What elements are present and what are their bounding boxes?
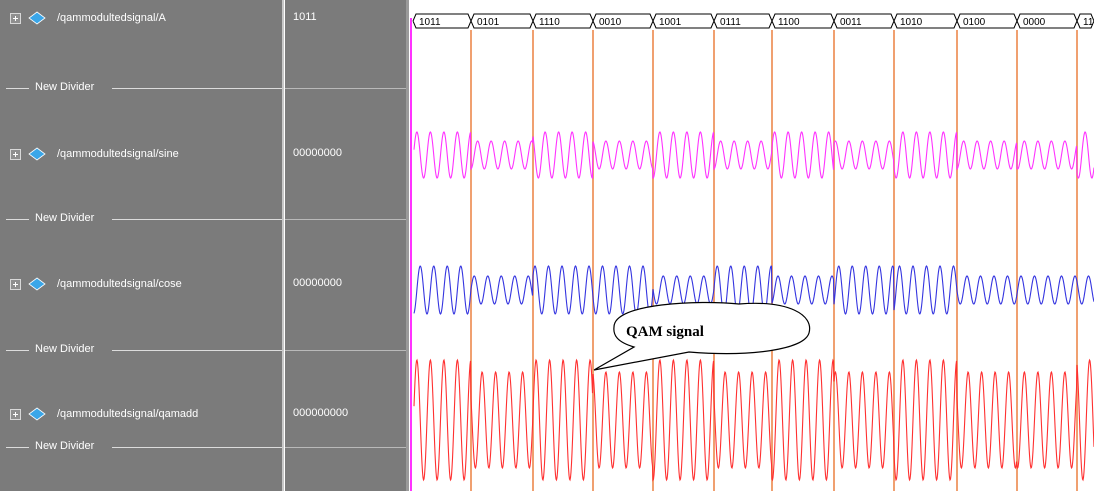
divider-label: New Divider xyxy=(35,212,95,224)
waveform-canvas[interactable]: 1011 0101 1110 0010 1001 0111 1100 0011 1010 0100… xyxy=(409,0,1094,491)
signal-name: /qammodultedsignal/cose xyxy=(57,278,182,290)
bus-value-label: 1001 xyxy=(659,17,682,28)
signal-diamond-icon xyxy=(28,407,46,421)
divider-line xyxy=(112,219,282,220)
divider-label: New Divider xyxy=(35,81,95,93)
divider-row[interactable]: New Divider xyxy=(0,81,282,94)
callout-text: QAM signal xyxy=(626,324,704,340)
expand-icon[interactable] xyxy=(10,278,21,290)
row-separator xyxy=(285,88,406,89)
divider-line xyxy=(6,447,29,448)
divider-line xyxy=(112,88,282,89)
divider-line xyxy=(6,219,29,220)
divider-label: New Divider xyxy=(35,343,95,355)
divider-label: New Divider xyxy=(35,440,95,452)
signal-diamond-icon xyxy=(28,11,46,25)
bus-value-label: 1100 xyxy=(778,17,800,28)
divider-row[interactable]: New Divider xyxy=(0,343,282,356)
divider-line xyxy=(6,350,29,351)
expand-icon[interactable] xyxy=(10,148,21,160)
row-separator xyxy=(285,350,406,351)
bus-value-label: 0101 xyxy=(477,17,500,28)
signal-diamond-icon xyxy=(28,277,46,291)
cose-waveform xyxy=(413,265,1094,315)
signal-value: 00000000 xyxy=(293,277,342,289)
bus-value-label: 0000 xyxy=(1023,17,1046,28)
bus-value-label: 0010 xyxy=(599,17,622,28)
signal-row-a[interactable]: /qammodultedsignal/A xyxy=(10,9,166,27)
signal-name: /qammodultedsignal/sine xyxy=(57,148,179,160)
bus-value-label: 0111 xyxy=(720,17,741,28)
expand-icon[interactable] xyxy=(10,408,21,420)
waveform-pane[interactable]: 1011 0101 1110 0010 1001 0111 1100 0011 1010 0100… xyxy=(409,0,1094,491)
row-separator xyxy=(285,447,406,448)
bus-value-label: 11 xyxy=(1083,17,1094,28)
bus-value-label: 1011 xyxy=(419,17,441,28)
signal-values-pane: 1011 00000000 00000000 000000000 xyxy=(285,0,409,491)
divider-line xyxy=(6,88,29,89)
divider-line xyxy=(112,350,282,351)
qam-callout: QAM signal xyxy=(593,301,811,371)
qam-waveform xyxy=(413,358,1094,482)
signal-name: /qammodultedsignal/qamadd xyxy=(57,408,199,420)
signal-row-qamadd[interactable]: /qammodultedsignal/qamadd xyxy=(10,405,198,423)
signal-name: /qammodultedsignal/A xyxy=(57,12,166,24)
bus-value-label: 0100 xyxy=(963,17,986,28)
sine-waveform xyxy=(413,131,1094,179)
bus-value-label: 1110 xyxy=(539,17,560,28)
bus-value-label: 0011 xyxy=(840,17,862,28)
divider-line xyxy=(112,447,282,448)
signal-row-sine[interactable]: /qammodultedsignal/sine xyxy=(10,145,179,163)
bus-value-label: 1010 xyxy=(900,17,923,28)
signal-names-pane: /qammodultedsignal/A New Divider /qammod… xyxy=(0,0,284,491)
divider-row[interactable]: New Divider xyxy=(0,212,282,225)
signal-value: 1011 xyxy=(293,11,317,23)
callout-bubble xyxy=(593,301,811,371)
row-separator xyxy=(285,219,406,220)
signal-diamond-icon xyxy=(28,147,46,161)
signal-value: 000000000 xyxy=(293,407,349,419)
expand-icon[interactable] xyxy=(10,12,21,24)
bus-waveform xyxy=(412,13,1094,29)
signal-value: 00000000 xyxy=(293,147,342,159)
divider-row[interactable]: New Divider xyxy=(0,440,282,453)
signal-row-cose[interactable]: /qammodultedsignal/cose xyxy=(10,275,182,293)
